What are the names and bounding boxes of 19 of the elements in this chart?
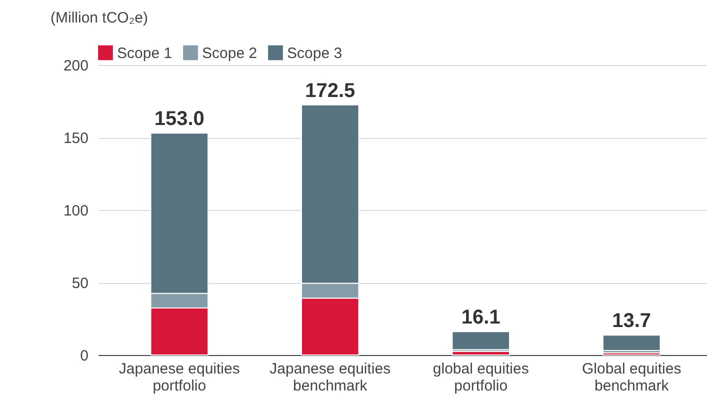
legend-label: Scope 1 <box>117 44 172 62</box>
y-axis-title: (Million tCO₂e) <box>50 10 148 26</box>
x-tick-label: Global equities benchmark <box>582 360 682 394</box>
y-tick-label: 200 <box>63 58 88 74</box>
y-tick-label: 50 <box>72 275 88 292</box>
total-label: 16.1 <box>461 306 500 329</box>
total-label: 13.7 <box>612 310 652 332</box>
total-label: 153.0 <box>154 108 204 130</box>
total-label: 172.5 <box>305 80 356 102</box>
x-tick-label: global equities portfolio <box>432 360 529 394</box>
y-tick-label: 100 <box>63 202 88 220</box>
legend-label: Scope 2 <box>202 44 258 62</box>
bar <box>452 331 510 350</box>
bar <box>602 334 661 352</box>
y-tick-label: 0 <box>80 348 88 364</box>
legend-label: Scope 3 <box>287 44 342 62</box>
x-tick-label: Japanese equities portfolio <box>118 360 240 394</box>
x-tick-label: Japanese equities benchmark <box>270 360 391 394</box>
y-tick-label: 150 <box>63 130 88 147</box>
